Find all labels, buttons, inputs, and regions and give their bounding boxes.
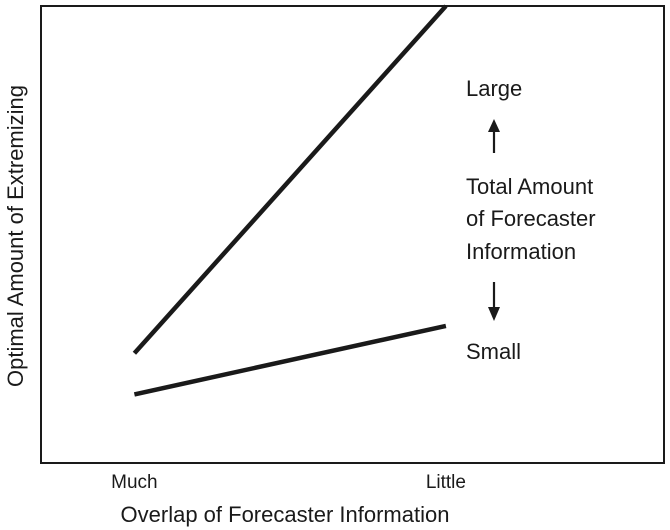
down-arrow-icon [488, 282, 500, 321]
annotation-small: Small [466, 339, 521, 364]
annotation-total-amount: Total Amount [466, 174, 593, 199]
annotation-information: Information [466, 239, 576, 264]
series-layer [132, 4, 448, 397]
x-axis-title: Overlap of Forecaster Information [121, 502, 450, 527]
x-tick-layer: Much Little [111, 472, 466, 493]
series-line-large [132, 4, 448, 355]
x-tick-label: Little [426, 472, 466, 493]
series-line-small [133, 323, 447, 397]
up-arrow-icon [488, 119, 500, 153]
x-tick-label: Much [111, 472, 157, 493]
plot-frame [40, 5, 665, 464]
annotation-of-forecaster: of Forecaster [466, 206, 596, 231]
y-axis-title: Optimal Amount of Extremizing [3, 85, 28, 387]
annotation-large: Large [466, 76, 522, 101]
